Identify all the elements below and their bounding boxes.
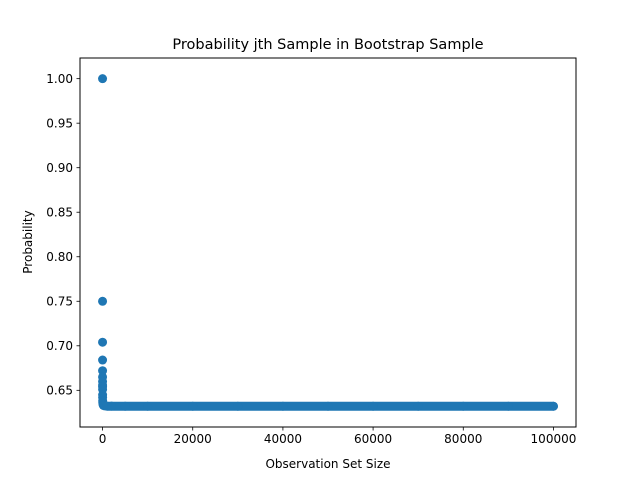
scatter-markers xyxy=(98,74,558,411)
scatter-point xyxy=(188,401,198,411)
scatter-point xyxy=(458,401,468,411)
scatter-point xyxy=(98,337,108,347)
x-tick-label: 40000 xyxy=(264,432,302,446)
scatter-point xyxy=(98,355,108,365)
y-tick-label: 0.70 xyxy=(46,339,73,353)
scatter-point xyxy=(98,296,108,306)
x-tick-label: 80000 xyxy=(444,432,482,446)
y-axis-ticks: 0.65 0.70 0.75 0.80 0.85 0.90 0.95 1.00 xyxy=(46,72,80,398)
y-tick-label: 0.95 xyxy=(46,116,73,130)
plot-area-frame xyxy=(79,57,577,428)
x-axis-ticks: 0 20000 40000 60000 80000 100000 xyxy=(99,427,577,446)
y-tick-label: 0.75 xyxy=(46,295,73,309)
scatter-point xyxy=(368,401,378,411)
y-axis-label: Probability xyxy=(21,210,35,273)
x-tick-label: 60000 xyxy=(354,432,392,446)
scatter-point xyxy=(120,401,130,411)
y-tick-label: 0.85 xyxy=(46,206,73,220)
scatter-point xyxy=(503,401,513,411)
y-tick-label: 1.00 xyxy=(46,72,73,86)
y-tick-label: 0.65 xyxy=(46,384,73,398)
x-tick-label: 20000 xyxy=(174,432,212,446)
chart-title: Probability jth Sample in Bootstrap Samp… xyxy=(172,37,483,53)
scatter-point xyxy=(233,401,243,411)
x-axis-label: Observation Set Size xyxy=(265,457,390,471)
scatter-point xyxy=(548,401,558,411)
scatter-point xyxy=(278,401,288,411)
scatter-point xyxy=(98,366,108,376)
scatter-point xyxy=(413,401,423,411)
scatter-point xyxy=(143,401,153,411)
y-tick-label: 0.80 xyxy=(46,250,73,264)
x-tick-label: 100000 xyxy=(531,432,577,446)
x-tick-label: 0 xyxy=(99,432,107,446)
scatter-point xyxy=(107,401,117,411)
scatter-point xyxy=(98,74,108,84)
y-tick-label: 0.90 xyxy=(46,161,73,175)
scatter-point xyxy=(323,401,333,411)
